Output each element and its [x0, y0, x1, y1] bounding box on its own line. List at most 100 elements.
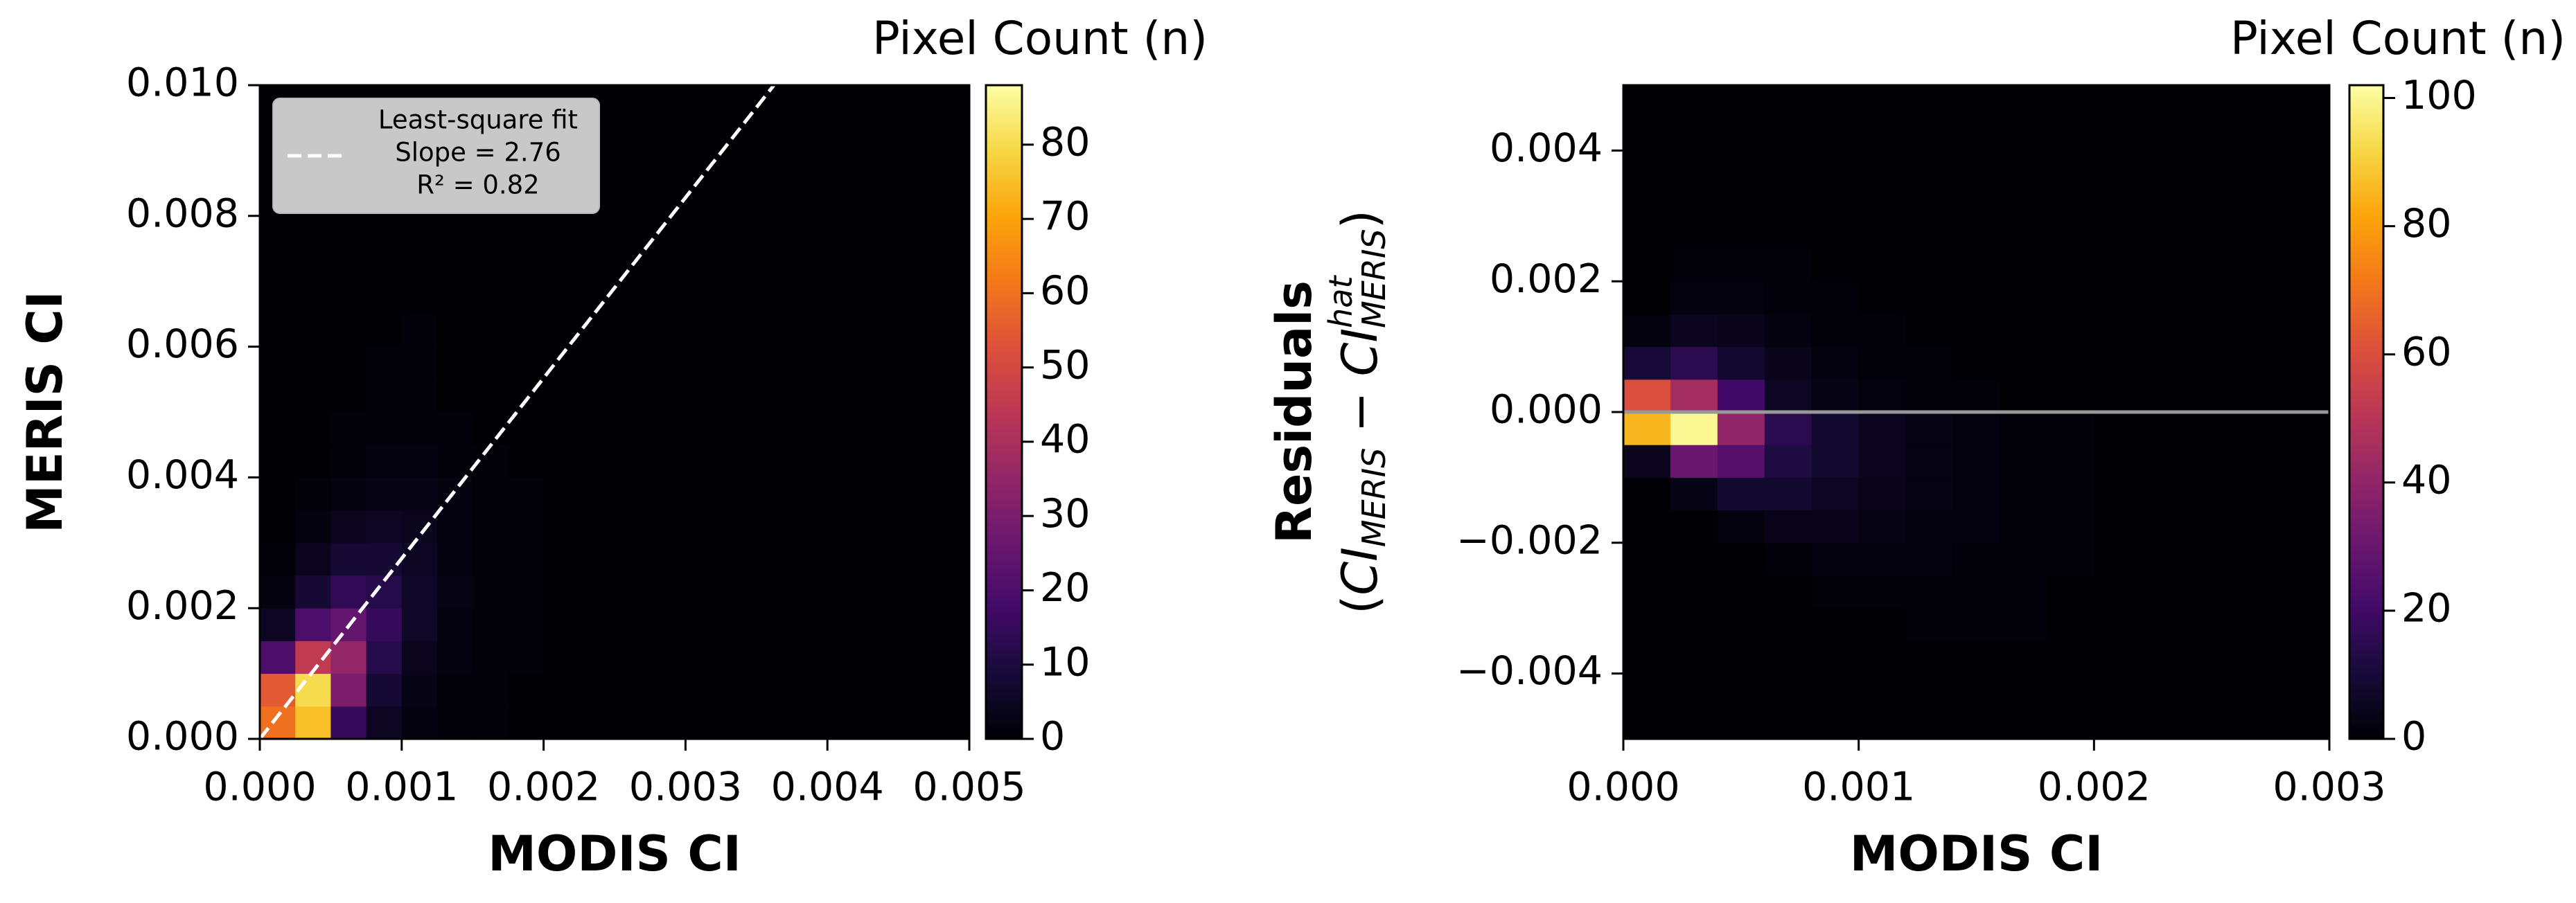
heatmap-cell [1717, 445, 1765, 478]
heatmap-cell [685, 608, 722, 641]
heatmap-cell [1952, 183, 2000, 217]
heatmap-cell [615, 575, 651, 609]
heatmap-cell [650, 118, 686, 151]
heatmap-cell [1623, 379, 1671, 413]
heatmap-cell [508, 215, 545, 249]
heatmap-cell [1717, 542, 1765, 576]
heatmap-cell [1811, 477, 1860, 511]
heatmap-cell [2141, 542, 2189, 576]
heatmap-cell [2047, 477, 2094, 511]
heatmap-cell [792, 281, 828, 314]
heatmap-cell [2141, 118, 2189, 151]
heatmap-cell [2282, 542, 2330, 576]
heatmap-cell [2047, 542, 2094, 576]
heatmap-cell [473, 673, 509, 707]
heatmap-cell [579, 641, 615, 674]
heatmap-cell [1764, 477, 1812, 511]
heatmap-cell [721, 510, 757, 544]
heatmap-cell [1623, 183, 1671, 217]
colorbar-label: Pixel Count (n) [2230, 12, 2566, 65]
heatmap-cell [1905, 673, 1954, 707]
heatmap-cell [2047, 183, 2094, 217]
heatmap-cell [1905, 445, 1954, 478]
heatmap-cell [685, 673, 722, 707]
heatmap-cell [2141, 183, 2189, 217]
heatmap-cell [721, 379, 757, 413]
heatmap-cell [1858, 183, 1907, 217]
heatmap-cell [437, 314, 473, 348]
heatmap-cell [1717, 412, 1765, 445]
heatmap-cell [330, 477, 367, 511]
heatmap-cell [401, 706, 438, 740]
heatmap-cell [2282, 477, 2330, 511]
heatmap-cell [401, 673, 438, 707]
heatmap-cell [1952, 412, 2000, 445]
heatmap-cell [827, 85, 863, 118]
heatmap-cell [898, 445, 935, 478]
heatmap-cell [543, 215, 580, 249]
heatmap-cell [721, 575, 757, 609]
heatmap-cell [1623, 281, 1671, 314]
heatmap-cell [827, 445, 863, 478]
heatmap-cell [1764, 85, 1812, 118]
heatmap-cell [330, 641, 367, 674]
heatmap-cell [2141, 706, 2189, 740]
heatmap-cell [473, 706, 509, 740]
heatmap-cell [2047, 85, 2094, 118]
heatmap-cell [615, 608, 651, 641]
heatmap-cell [473, 379, 509, 413]
heatmap [1623, 85, 2330, 740]
colorbar-tick-label: 100 [2401, 73, 2477, 118]
heatmap-cell [1952, 542, 2000, 576]
heatmap-cell [260, 249, 296, 282]
heatmap-cell [2094, 118, 2142, 151]
heatmap-cell [437, 346, 473, 380]
heatmap-cell [473, 281, 509, 314]
heatmap-cell [2000, 510, 2047, 544]
y-axis-label: MERIS CI [17, 291, 73, 533]
heatmap-cell [2000, 346, 2047, 380]
heatmap-cell [1764, 542, 1812, 576]
heatmap-cell [685, 183, 722, 217]
heatmap-cell [650, 150, 686, 184]
heatmap-cell [933, 118, 970, 151]
heatmap-cell [2235, 608, 2283, 641]
heatmap-cell [721, 542, 757, 576]
heatmap-cell [2282, 412, 2330, 445]
heatmap-cell [827, 150, 863, 184]
heatmap-cell [1905, 641, 1954, 674]
heatmap-cell [260, 477, 296, 511]
heatmap-cell [863, 673, 899, 707]
heatmap-cell [827, 706, 863, 740]
heatmap-cell [827, 183, 863, 217]
heatmap-cell [792, 575, 828, 609]
heatmap-cell [508, 641, 545, 674]
heatmap-cell [401, 542, 438, 576]
heatmap-cell [508, 706, 545, 740]
heatmap-cell [2282, 215, 2330, 249]
heatmap-cell [1811, 150, 1860, 184]
heatmap-cell [827, 673, 863, 707]
heatmap-cell [260, 346, 296, 380]
heatmap-cell [792, 346, 828, 380]
heatmap-cell [2282, 575, 2330, 609]
heatmap-cell [1905, 477, 1954, 511]
heatmap-cell [2047, 608, 2094, 641]
heatmap-cell [579, 412, 615, 445]
heatmap-cell [2188, 542, 2236, 576]
heatmap-cell [2188, 706, 2236, 740]
heatmap-cell [2094, 641, 2142, 674]
heatmap-cell [579, 542, 615, 576]
heatmap-cell [1670, 608, 1718, 641]
heatmap-cell [756, 281, 793, 314]
heatmap-cell [473, 215, 509, 249]
heatmap-cell [295, 346, 331, 380]
heatmap-cell [615, 85, 651, 118]
heatmap-cell [330, 445, 367, 478]
heatmap-cell [650, 510, 686, 544]
heatmap-cell [330, 314, 367, 348]
heatmap-cell [2000, 575, 2047, 609]
heatmap-cell [615, 183, 651, 217]
heatmap-cell [756, 183, 793, 217]
heatmap-cell [898, 608, 935, 641]
